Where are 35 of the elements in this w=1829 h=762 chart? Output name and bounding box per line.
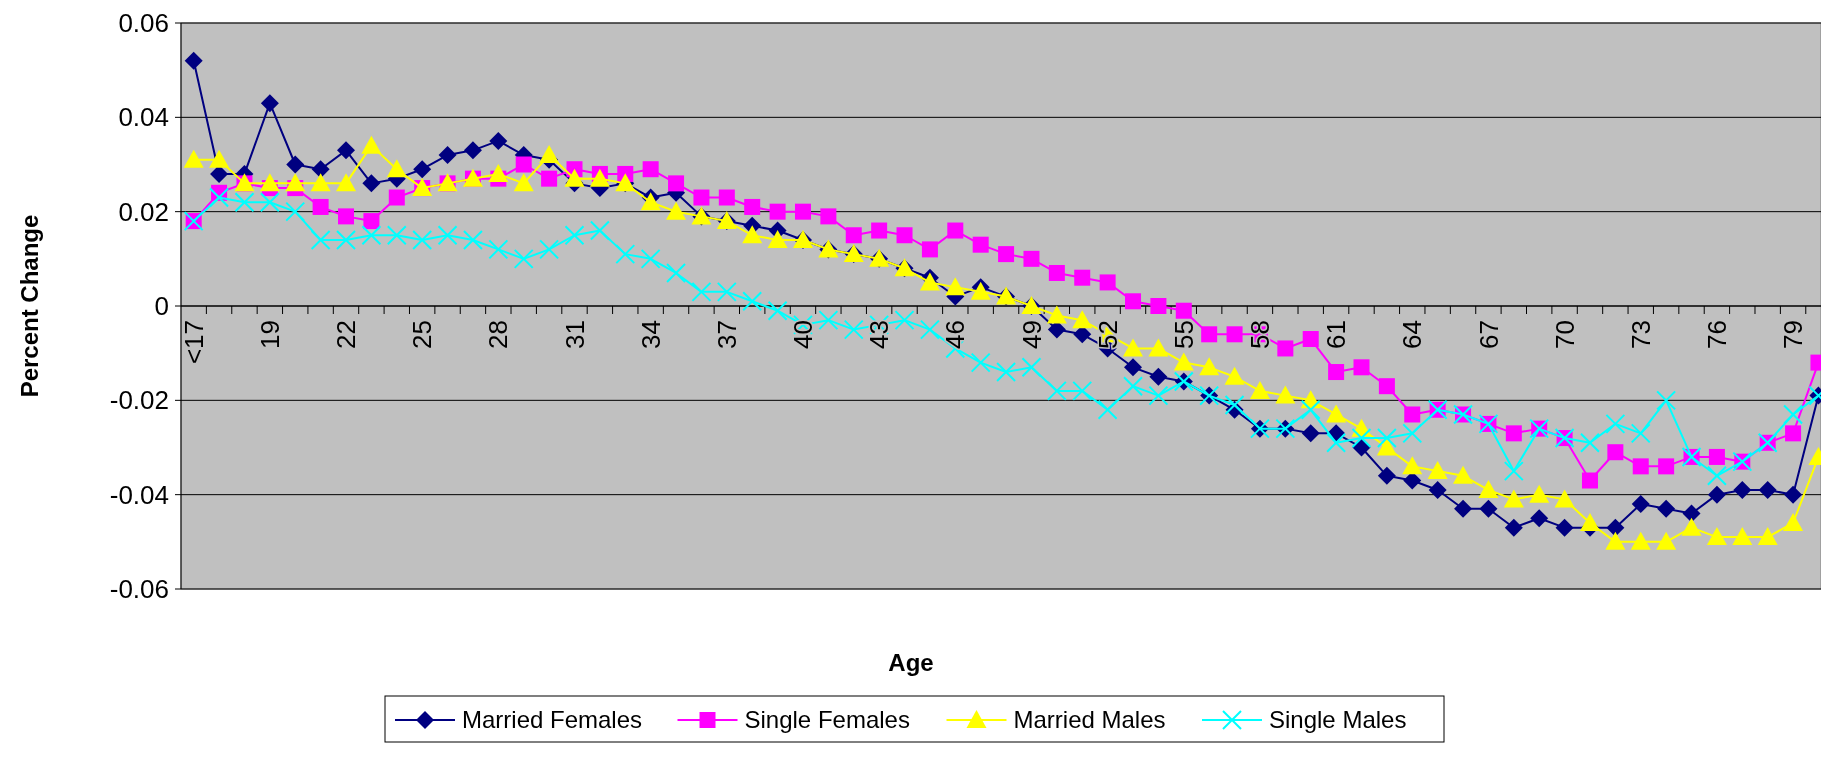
x-axis-title: Age — [888, 649, 934, 676]
x-tick-label: 58 — [1245, 320, 1276, 349]
x-tick-label: 37 — [711, 320, 742, 349]
y-tick-label: 0.02 — [118, 196, 169, 227]
x-tick-label: 22 — [331, 320, 362, 349]
x-tick-label: 43 — [864, 320, 895, 349]
legend-label: Married Females — [462, 706, 643, 734]
x-tick-label: 52 — [1092, 320, 1123, 349]
x-tick-label: 49 — [1016, 320, 1047, 349]
y-tick-label: -0.04 — [109, 479, 169, 510]
x-tick-label: 67 — [1473, 320, 1504, 349]
y-tick-label: 0 — [154, 291, 169, 322]
y-tick-label: -0.06 — [109, 574, 169, 605]
x-tick-label: 64 — [1397, 320, 1428, 349]
x-tick-label: 73 — [1625, 320, 1656, 349]
x-tick-label: 55 — [1168, 320, 1199, 349]
x-tick-label: 28 — [483, 320, 514, 349]
x-tick-label: 40 — [788, 320, 819, 349]
x-tick-label: 46 — [940, 320, 971, 349]
x-tick-label: 31 — [559, 320, 590, 349]
y-axis-title: Percent Change — [16, 214, 43, 398]
x-tick-label: 79 — [1778, 320, 1809, 349]
x-tick-label: <17 — [178, 320, 209, 365]
y-tick-label: -0.02 — [109, 385, 169, 416]
x-tick-label: 34 — [635, 320, 666, 349]
x-tick-label: 76 — [1702, 320, 1733, 349]
x-tick-label: 25 — [407, 320, 438, 349]
y-tick-label: 0.04 — [118, 102, 169, 133]
legend-label: Married Males — [1013, 706, 1166, 734]
x-tick-label: 70 — [1549, 320, 1580, 349]
x-tick-label: 61 — [1321, 320, 1352, 349]
y-tick-label: 0.06 — [118, 8, 169, 39]
legend-label: Single Males — [1269, 706, 1407, 734]
legend-label: Single Females — [744, 706, 910, 734]
x-tick-label: 19 — [254, 320, 285, 349]
